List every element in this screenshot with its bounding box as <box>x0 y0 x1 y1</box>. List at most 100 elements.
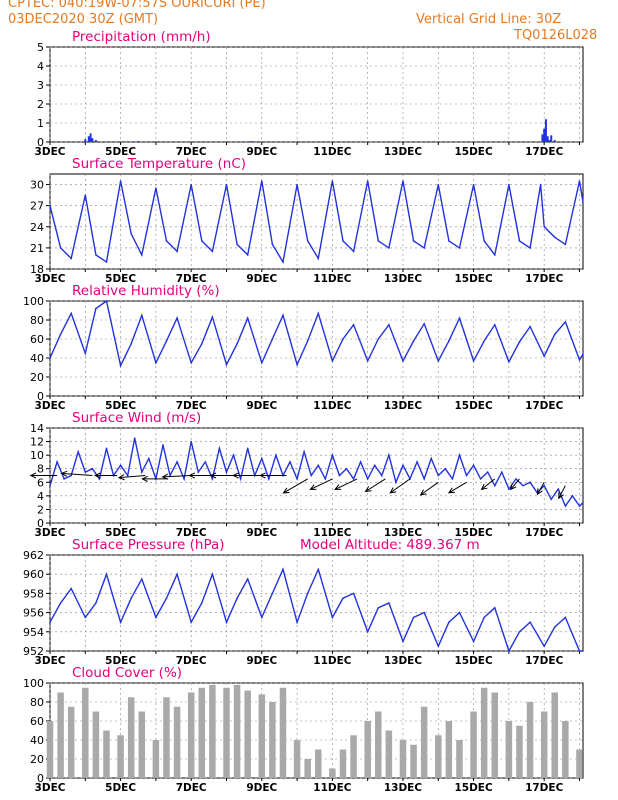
x-tick-label: 9DEC <box>246 400 277 412</box>
data-point <box>331 616 334 619</box>
bar <box>84 139 87 142</box>
x-tick-label: 5DEC <box>105 273 136 285</box>
bar <box>57 692 64 778</box>
wind-arrow <box>537 482 545 495</box>
x-tick-label: 7DEC <box>176 273 207 285</box>
data-point <box>578 359 581 361</box>
data-point <box>465 474 468 477</box>
data-point <box>381 474 383 477</box>
y-tick-label: 3 <box>37 79 44 92</box>
bar <box>491 692 499 778</box>
data-point <box>388 602 390 604</box>
data-point <box>289 461 291 463</box>
bar <box>46 721 54 778</box>
bar <box>399 740 407 778</box>
data-point <box>246 578 249 580</box>
y-tick-label: 5 <box>37 41 44 54</box>
data-point <box>70 312 72 315</box>
data-point <box>437 360 440 362</box>
data-point <box>366 478 369 480</box>
data-point <box>296 183 298 186</box>
data-point <box>165 240 168 242</box>
data-point <box>331 180 334 182</box>
y-tick-label: 80 <box>30 314 44 327</box>
wind-arrow <box>510 478 520 490</box>
data-point <box>119 180 122 182</box>
data-point <box>130 233 132 235</box>
bar <box>127 697 135 778</box>
data-point <box>479 478 482 480</box>
data-point <box>84 352 87 355</box>
data-point <box>331 360 334 362</box>
bar <box>82 687 89 778</box>
data-point <box>486 471 489 473</box>
wind-arrow-head <box>93 472 101 479</box>
wind-arrow-head <box>364 486 372 493</box>
wind-arrow-head <box>558 492 564 500</box>
panel-annotation: Model Altitude: 489.367 m <box>300 537 480 553</box>
data-point <box>246 317 249 319</box>
data-point <box>225 363 228 366</box>
bar <box>576 749 583 778</box>
bar <box>550 135 553 142</box>
bar <box>350 735 357 778</box>
bar <box>279 687 287 778</box>
data-point <box>582 650 584 652</box>
bar <box>187 692 195 778</box>
data-point <box>246 254 249 256</box>
data-point <box>271 338 274 340</box>
data-point <box>366 360 369 362</box>
data-point <box>211 316 214 318</box>
bar <box>173 706 181 778</box>
data-point <box>140 471 143 473</box>
wind-arrow <box>283 478 308 494</box>
x-tick-label: 13DEC <box>384 655 423 667</box>
y-tick-label: 954 <box>23 626 44 639</box>
x-tick-label: 3DEC <box>35 273 66 285</box>
data-point <box>553 236 556 239</box>
data-point <box>119 464 122 467</box>
data-point <box>529 481 531 484</box>
data-point <box>317 257 320 260</box>
data-point <box>268 478 270 480</box>
panel-3 <box>46 299 584 399</box>
data-point <box>296 363 298 366</box>
data-point <box>282 568 284 571</box>
bar <box>103 730 110 778</box>
wind-arrow-head <box>141 475 148 482</box>
bar <box>209 684 216 778</box>
data-point <box>190 361 192 364</box>
bar <box>553 140 556 142</box>
data-point <box>377 607 380 609</box>
panel-6 <box>46 682 584 781</box>
wind-arrow-head <box>258 472 266 479</box>
data-point <box>444 467 447 470</box>
data-point <box>472 360 475 362</box>
data-point <box>70 257 72 260</box>
y-tick-label: 0 <box>37 136 44 149</box>
data-point <box>352 592 355 595</box>
data-point <box>483 616 485 619</box>
data-point <box>529 621 531 623</box>
bar <box>87 136 90 142</box>
data-point <box>342 240 344 242</box>
y-tick-label: 1 <box>37 117 44 130</box>
bar <box>562 721 569 778</box>
bar <box>551 692 559 778</box>
data-point <box>282 261 284 263</box>
x-tick-label: 11DEC <box>313 655 352 667</box>
x-tick-label: 11DEC <box>313 782 352 794</box>
bar <box>152 740 160 778</box>
data-point <box>211 250 214 253</box>
data-point <box>155 361 157 364</box>
data-point <box>130 342 132 345</box>
data-point <box>578 180 581 182</box>
y-tick-label: 20 <box>30 753 44 766</box>
data-point <box>402 464 404 467</box>
bar <box>375 711 382 778</box>
bar <box>548 140 551 142</box>
data-point <box>522 484 524 487</box>
header-datetime: 03DEC2020 30Z (GMT) <box>8 12 159 27</box>
data-point <box>483 340 485 342</box>
data-point <box>508 361 510 363</box>
